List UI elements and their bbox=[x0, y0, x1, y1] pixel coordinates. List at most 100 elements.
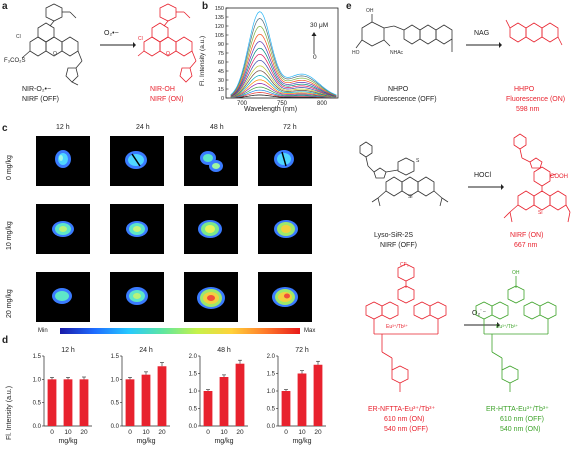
er-htta-structure: OH Eu³⁺/Tb³⁺ bbox=[475, 270, 557, 392]
spectrum-line bbox=[230, 25, 337, 96]
bar-chart-y-tick-label: 0.5 bbox=[267, 407, 276, 413]
spectra-x-tick-label: 800 bbox=[317, 101, 328, 107]
hhpo-state: Fluorescence (ON) bbox=[506, 96, 566, 103]
spectra-y-tick-label: 30 bbox=[218, 78, 224, 84]
bar-chart-y-tick-label: 1.0 bbox=[267, 389, 276, 395]
nhac-label: NHAc bbox=[390, 50, 404, 56]
er-nftta-name: ER-NFTTA-Eu³⁺/Tb³⁺ bbox=[368, 406, 436, 413]
ion-label-left: Eu³⁺/Tb³⁺ bbox=[386, 324, 408, 330]
spectra-y-tick-label: 0 bbox=[221, 96, 224, 102]
spectra-y-tick-label: 45 bbox=[218, 69, 224, 75]
spectrum-line bbox=[230, 86, 337, 98]
bar bbox=[79, 379, 89, 426]
bar-chart-y-tick-label: 2.0 bbox=[267, 354, 276, 360]
reaction-arrow-a bbox=[100, 42, 136, 48]
nhpo-state: Fluorescence (OFF) bbox=[374, 96, 437, 103]
spectrum-line bbox=[230, 75, 337, 98]
time-label-48h: 48 h bbox=[210, 124, 224, 131]
bar-chart-title: 48 h bbox=[217, 347, 231, 354]
bar-chart-title: 72 h bbox=[295, 347, 309, 354]
triflate-group-label: F₃CO₂S bbox=[4, 58, 26, 64]
bar bbox=[235, 363, 245, 426]
si-atom: Si bbox=[408, 194, 412, 200]
bar-chart-y-tick-label: 1.5 bbox=[189, 372, 198, 378]
bar bbox=[63, 379, 73, 426]
bar-category-label: 20 bbox=[236, 429, 244, 436]
image-10mgkg-72h bbox=[258, 204, 312, 254]
panel-label-b: b bbox=[202, 1, 209, 12]
er-htta-name: ER-HTTA-Eu³⁺/Tb³⁺ bbox=[486, 406, 549, 413]
nir-o2-state: NIRF (OFF) bbox=[22, 96, 59, 103]
bar-category-label: 0 bbox=[50, 429, 54, 436]
bar-chart-y-tick-label: 1.5 bbox=[111, 354, 120, 360]
nir-o2-structure: Cl O bbox=[16, 3, 83, 86]
spectra-y-tick-label: 60 bbox=[218, 60, 224, 66]
image-10mgkg-48h bbox=[184, 204, 238, 254]
bar bbox=[141, 374, 151, 426]
hhpo-wavelength: 598 nm bbox=[516, 106, 540, 113]
time-label-72h: 72 h bbox=[283, 124, 297, 131]
nag-label: NAG bbox=[474, 30, 490, 37]
o-atom: O bbox=[53, 51, 57, 57]
bar-chart-y-tick-label: 1.0 bbox=[189, 389, 198, 395]
nir-oh-name: NIR-OH bbox=[150, 86, 175, 93]
bar bbox=[219, 377, 229, 426]
bar-chart-title: 24 h bbox=[139, 347, 153, 354]
spectrum-line bbox=[230, 18, 337, 96]
spectrum-line bbox=[230, 92, 337, 99]
spectrum-line bbox=[230, 65, 337, 98]
superoxide-label-a: O₂•− bbox=[104, 30, 119, 37]
spectra-x-axis-label: Wavelength (nm) bbox=[244, 106, 298, 113]
bar-chart-y-tick-label: 0.0 bbox=[267, 424, 276, 430]
lyso-sir-name: Lyso-SiR-2S bbox=[374, 232, 414, 239]
bar bbox=[281, 391, 291, 426]
lyso-sir-state: NIRF (OFF) bbox=[380, 242, 417, 249]
dose-label-10: 10 mg/kg bbox=[6, 221, 13, 250]
bar-chart-y-tick-label: 0.0 bbox=[111, 424, 120, 430]
colorbar-max-label: Max bbox=[304, 328, 316, 334]
bar-chart-x-axis-label: mg/kg bbox=[58, 438, 77, 445]
bar-category-label: 0 bbox=[206, 429, 210, 436]
spectrum-line bbox=[230, 94, 337, 99]
panel-label-e: e bbox=[346, 1, 352, 12]
bar-chart-y-tick-label: 0.5 bbox=[111, 401, 120, 407]
image-0mgkg-48h bbox=[184, 136, 238, 186]
cl-atom: Cl bbox=[16, 34, 21, 40]
spectra-y-tick-label: 15 bbox=[218, 87, 224, 93]
hhpo-name: HHPO bbox=[514, 86, 535, 93]
spectra-y-tick-label: 120 bbox=[215, 24, 224, 30]
bar-category-label: 20 bbox=[80, 429, 88, 436]
spectra-y-tick-label: 150 bbox=[215, 6, 224, 12]
reaction-arrow-hocl bbox=[468, 184, 504, 190]
image-20mgkg-48h bbox=[184, 272, 238, 322]
bar-chart-y-tick-label: 1.0 bbox=[33, 377, 42, 383]
spectrum-line bbox=[230, 47, 337, 97]
image-20mgkg-12h bbox=[36, 272, 90, 322]
concentration-arrow bbox=[311, 32, 317, 54]
ion-label-right: Eu³⁺/Tb³⁺ bbox=[496, 324, 518, 330]
nir-oh-state: NIRF (ON) bbox=[150, 96, 184, 103]
spectra-y-tick-label: 135 bbox=[215, 15, 224, 21]
image-0mgkg-24h bbox=[110, 136, 164, 186]
spectra-y-axis-label: Fl. Intensity (a.u.) bbox=[199, 35, 206, 86]
reaction-arrow-nag bbox=[466, 42, 502, 48]
oh-label-top: OH bbox=[366, 8, 374, 14]
spectra-annotation-bottom: 0 bbox=[313, 54, 317, 61]
ho-label-left: HO bbox=[352, 50, 360, 56]
image-0mgkg-72h bbox=[258, 136, 312, 186]
oh-label-green: OH bbox=[512, 270, 520, 276]
er-htta-wavelength-off: 610 nm (OFF) bbox=[500, 416, 544, 423]
dose-label-20: 20 mg/kg bbox=[6, 289, 13, 318]
bar-chart-x-axis-label: mg/kg bbox=[292, 438, 311, 445]
nirf-on-state: NIRF (ON) bbox=[510, 232, 544, 239]
spectra-y-tick-label: 75 bbox=[218, 51, 224, 57]
bar-chart-x-axis-label: mg/kg bbox=[136, 438, 155, 445]
spectrum-line bbox=[230, 79, 337, 98]
cf3-label: CF₃ bbox=[400, 262, 409, 268]
colorbar bbox=[60, 328, 300, 334]
bar bbox=[297, 373, 307, 426]
bar-chart-y-tick-label: 0.0 bbox=[189, 424, 198, 430]
